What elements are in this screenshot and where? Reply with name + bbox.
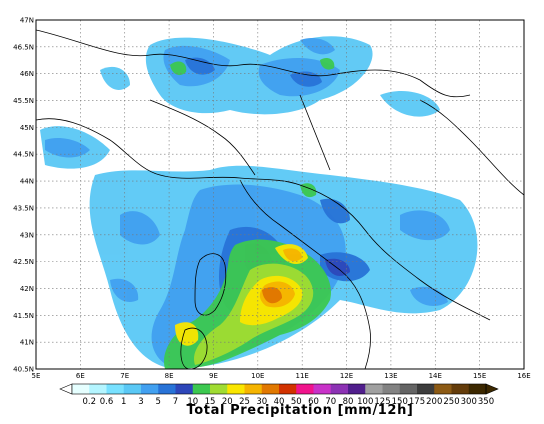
colorbar-swatch <box>417 384 435 394</box>
lat-tick-label: 46N <box>20 70 34 78</box>
colorbar-label: 25 <box>239 397 250 407</box>
longitude-labels: 5E 6E 7E 8E 9E 10E 11E 12E 13E 14E 15E 16E <box>32 372 531 380</box>
lat-tick-label: 41.5N <box>13 312 34 320</box>
colorbar-swatch <box>313 384 332 394</box>
lon-tick-label: 5E <box>32 372 41 380</box>
colorbar-swatch <box>451 384 470 394</box>
colorbar-label: 0.2 <box>82 397 96 407</box>
colorbar-label: 50 <box>291 397 302 407</box>
lat-tick-label: 41N <box>20 339 34 347</box>
colorbar-swatch <box>89 384 107 394</box>
lon-tick-label: 15E <box>473 372 486 380</box>
colorbar-label: 150 <box>392 397 408 407</box>
lon-tick-label: 16E <box>517 372 530 380</box>
colorbar-swatch <box>365 384 383 394</box>
colorbar-upper-arrow <box>485 383 499 395</box>
precipitation-field <box>40 36 478 369</box>
lat-tick-label: 43N <box>20 231 34 239</box>
map-area: 47N 46.5N 46N 45.5N 45N 44.5N 44N 43.5N 43N 42.5N… <box>13 17 531 381</box>
colorbar-label: 125 <box>374 397 390 407</box>
colorbar-label: 5 <box>156 397 161 407</box>
colorbar-label: 175 <box>409 397 425 407</box>
colorbar-labels: 0.2 0.6 1 3 5 7 10 15 20 25 30 40 50 60 70 80 100 125 150 1… <box>82 397 494 407</box>
lat-tick-label: 44N <box>20 178 34 186</box>
lat-tick-label: 43.5N <box>13 204 34 212</box>
lat-tick-label: 40.5N <box>13 366 34 374</box>
colorbar-label: 40 <box>274 397 285 407</box>
lon-tick-label: 10E <box>251 372 264 380</box>
colorbar-swatch <box>468 384 487 394</box>
colorbar-label: 350 <box>478 397 494 407</box>
graticule <box>36 20 524 369</box>
lat-tick-label: 42.5N <box>13 258 34 266</box>
colorbar-swatch <box>399 384 418 394</box>
colorbar-swatch <box>434 384 452 394</box>
colorbar <box>59 383 499 395</box>
lon-tick-label: 13E <box>384 372 397 380</box>
colorbar-swatch <box>244 384 263 394</box>
lon-tick-label: 9E <box>209 372 218 380</box>
colorbar-swatch <box>382 384 401 394</box>
lon-tick-label: 8E <box>165 372 174 380</box>
colorbar-label: 80 <box>343 397 354 407</box>
lat-tick-label: 45.5N <box>13 97 34 105</box>
colorbar-label: 20 <box>222 397 233 407</box>
colorbar-swatch <box>158 384 176 394</box>
colorbar-swatch <box>296 384 314 394</box>
colorbar-swatch <box>227 384 245 394</box>
colorbar-swatch <box>210 384 228 394</box>
colorbar-label: 0.6 <box>100 397 114 407</box>
colorbar-label: 100 <box>357 397 373 407</box>
colorbar-label: 15 <box>205 397 216 407</box>
colorbar-swatch <box>279 384 297 394</box>
lat-tick-label: 45N <box>20 124 34 132</box>
colorbar-title: Total Precipitation [mm/12h] <box>187 403 414 418</box>
lon-tick-label: 7E <box>120 372 129 380</box>
colorbar-swatch <box>348 384 366 394</box>
colorbar-label: 1 <box>121 397 126 407</box>
map-frame <box>35 19 525 370</box>
colorbar-label: 10 <box>187 397 198 407</box>
lon-tick-label: 12E <box>340 372 353 380</box>
latitude-labels: 47N 46.5N 46N 45.5N 45N 44.5N 44N 43.5N 43N 42.5N… <box>13 17 34 374</box>
colorbar-label: 7 <box>173 397 178 407</box>
colorbar-swatch <box>141 384 159 394</box>
lat-tick-label: 42N <box>20 285 34 293</box>
colorbar-frame <box>71 383 487 395</box>
colorbar-swatch <box>175 384 194 394</box>
lon-tick-label: 6E <box>76 372 85 380</box>
colorbar-swatch <box>123 384 142 394</box>
colorbar-swatch <box>192 384 211 394</box>
colorbar-label: 60 <box>308 397 319 407</box>
colorbar-label: 70 <box>325 397 336 407</box>
lon-tick-label: 11E <box>296 372 309 380</box>
colorbar-swatch <box>261 384 280 394</box>
lon-tick-label: 14E <box>429 372 442 380</box>
lat-tick-label: 47N <box>20 17 34 25</box>
lat-tick-label: 44.5N <box>13 151 34 159</box>
colorbar-label: 30 <box>256 397 267 407</box>
colorbar-swatch <box>72 384 90 394</box>
colorbar-swatch <box>106 384 125 394</box>
colorbar-label: 200 <box>426 397 442 407</box>
colorbar-swatch <box>330 384 349 394</box>
coastlines-and-borders <box>36 29 524 369</box>
colorbar-lower-arrow <box>59 383 73 395</box>
colorbar-label: 3 <box>138 397 143 407</box>
colorbar-label: 300 <box>461 397 477 407</box>
colorbar-label: 250 <box>443 397 459 407</box>
lat-tick-label: 46.5N <box>13 43 34 51</box>
